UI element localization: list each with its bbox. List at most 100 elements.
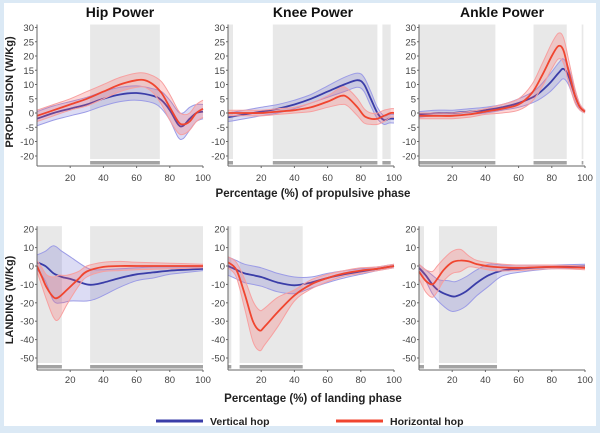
y-tick-label: -30 (402, 317, 416, 328)
x-tick-label: 80 (165, 173, 176, 184)
sd-band-upper-edge (418, 248, 586, 273)
sd-band-lower-edge (36, 99, 204, 141)
y-tick-label: 20 (23, 225, 34, 236)
x-tick-label: 40 (98, 173, 109, 184)
y-tick-label: -5 (26, 123, 34, 134)
x-tick-label: 80 (356, 375, 367, 386)
mean-line-vertical (227, 79, 395, 122)
sd-band-lower-edge (36, 267, 204, 322)
ylabel-propulsion: PROPULSION (W/Kg) (4, 36, 16, 148)
panel-2: 30 25 20 15 10 5 0 -5 -10 -20 20 40 60 80 100 (211, 23, 402, 184)
shaded-region (90, 226, 203, 363)
y-tick-label: 20 (405, 225, 416, 236)
significance-bar (419, 365, 424, 369)
sd-band-upper-edge (227, 256, 395, 312)
shaded-region (228, 24, 233, 159)
y-tick-label: 30 (23, 23, 34, 34)
y-tick-label: -10 (402, 280, 416, 291)
sd-band-lower-edge (418, 266, 586, 298)
x-tick-label: 20 (447, 173, 458, 184)
y-tick-label: -30 (20, 317, 34, 328)
y-tick-label: 10 (214, 243, 225, 254)
y-tick-label: -50 (402, 354, 416, 365)
sd-band-horizontal (228, 256, 394, 351)
y-tick-label: -10 (211, 280, 225, 291)
mean-line-horizontal (36, 265, 203, 300)
x-tick-label: 100 (195, 173, 211, 184)
y-tick-label: -30 (211, 317, 225, 328)
significance-bar (533, 161, 567, 165)
y-tick-label: 10 (405, 80, 416, 91)
sd-band-upper-edge (227, 256, 395, 279)
significance-bar (382, 161, 391, 165)
significance-bar (419, 161, 496, 165)
y-tick-label: -20 (211, 152, 225, 163)
significance-bar (228, 161, 233, 165)
x-tick-label: 60 (131, 173, 142, 184)
sd-band-lower-edge (36, 269, 204, 304)
x-tick-label: 40 (480, 173, 491, 184)
shaded-region (419, 24, 496, 159)
x-tick-label: 40 (480, 375, 491, 386)
y-tick-label: -40 (20, 335, 34, 346)
x-tick-label: 100 (386, 375, 402, 386)
sd-band-lower-edge (36, 86, 204, 136)
x-tick-label: 80 (547, 375, 558, 386)
y-tick-label: -40 (402, 335, 416, 346)
y-tick-label: 30 (405, 23, 416, 34)
y-tick-label: 0 (29, 262, 34, 273)
sd-band-upper-edge (36, 260, 204, 278)
sd-band-vertical (419, 263, 585, 312)
y-tick-label: 15 (405, 66, 416, 77)
y-tick-label: 5 (411, 94, 416, 105)
y-tick-label: 25 (214, 37, 225, 48)
sd-band-vertical (228, 256, 394, 294)
panel-3: 30 25 20 15 10 5 0 -5 -10 -20 20 40 60 80 100 (402, 23, 593, 184)
sd-band-upper-edge (227, 72, 395, 117)
y-tick-label: -20 (402, 152, 416, 163)
x-tick-label: 20 (65, 375, 76, 386)
y-tick-label: -20 (211, 298, 225, 309)
shaded-region (37, 226, 62, 363)
y-tick-label: 10 (405, 243, 416, 254)
shaded-region (382, 24, 391, 159)
y-tick-label: 10 (23, 243, 34, 254)
x-tick-label: 80 (165, 375, 176, 386)
x-tick-label: 60 (513, 375, 524, 386)
x-tick-label: 80 (356, 173, 367, 184)
shaded-region (581, 24, 584, 159)
sd-band-lower-edge (227, 267, 395, 295)
x-tick-label: 40 (98, 375, 109, 386)
y-tick-label: 20 (23, 52, 34, 63)
xlabel-propulsive: Percentage (%) of propulsive phase (216, 188, 411, 200)
x-tick-label: 100 (386, 173, 402, 184)
panel-1: 30 25 20 15 10 5 0 -5 -10 -20 20 40 60 80 100 (20, 23, 211, 184)
y-tick-label: 10 (214, 80, 225, 91)
y-tick-label: -5 (408, 123, 416, 134)
sd-band-lower-edge (418, 58, 586, 120)
y-tick-label: 0 (29, 109, 34, 120)
sd-band-vertical (37, 245, 203, 304)
significance-bar (90, 161, 160, 165)
x-tick-label: 20 (256, 173, 267, 184)
significance-bar (37, 365, 62, 369)
sd-band-upper-edge (418, 58, 586, 113)
x-tick-label: 60 (322, 173, 333, 184)
sd-band-lower-edge (227, 267, 395, 352)
sd-band-horizontal (37, 72, 203, 135)
y-tick-label: 15 (214, 66, 225, 77)
y-tick-label: 10 (23, 80, 34, 91)
mean-line-vertical (36, 92, 204, 128)
y-tick-label: 20 (405, 52, 416, 63)
y-tick-label: 0 (411, 109, 416, 120)
x-tick-label: 60 (131, 375, 142, 386)
y-tick-label: -50 (211, 354, 225, 365)
sd-band-upper-edge (36, 85, 204, 114)
legend-label-vertical: Vertical hop (210, 416, 270, 428)
y-tick-label: 20 (214, 225, 225, 236)
sd-band-vertical (419, 58, 585, 118)
mean-line-horizontal (228, 94, 395, 120)
